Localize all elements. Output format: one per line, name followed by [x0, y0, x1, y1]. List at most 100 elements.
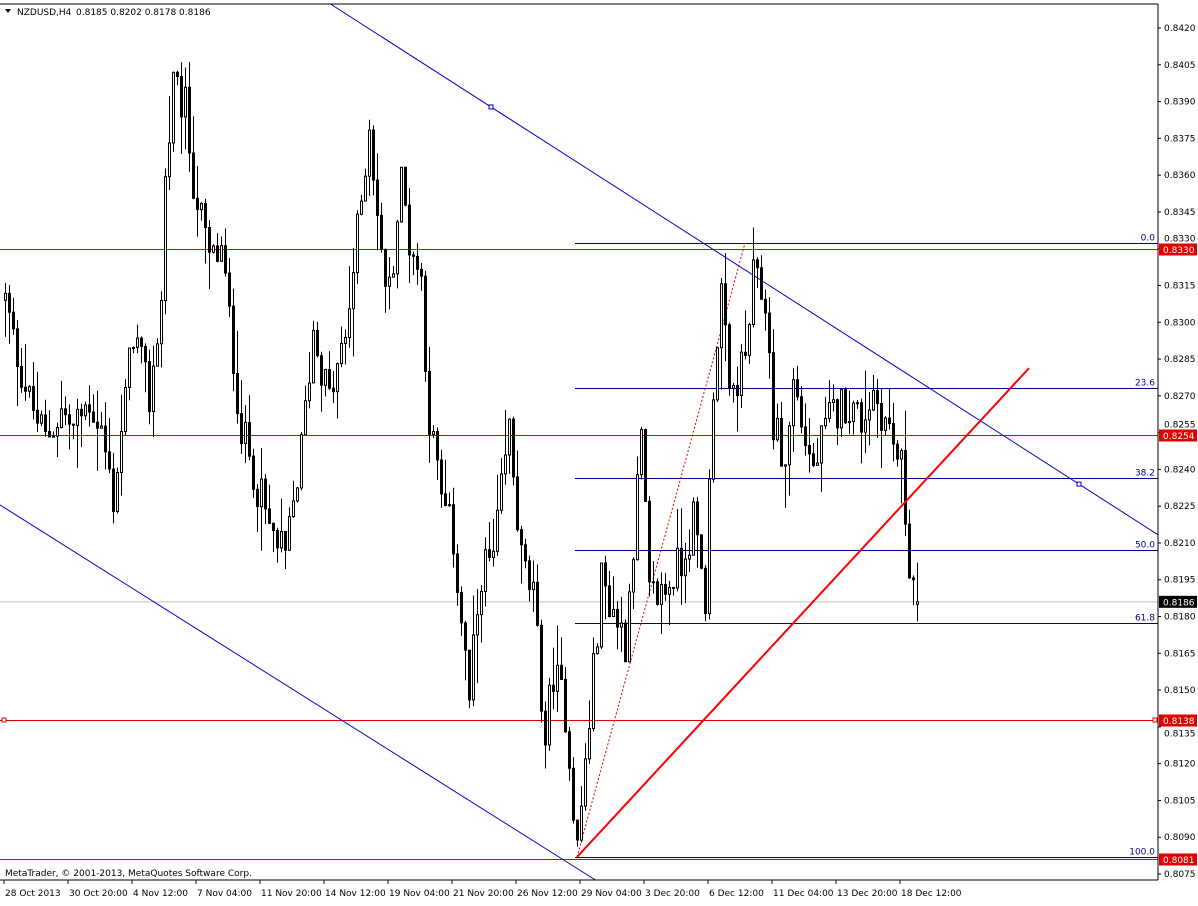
- line-anchor-handle[interactable]: [1, 717, 7, 723]
- bull-candle: [368, 129, 371, 177]
- bear-candle: [104, 425, 107, 453]
- bear-candle: [524, 544, 527, 562]
- bear-candle: [904, 450, 907, 525]
- bear-candle: [736, 384, 739, 397]
- bear-candle: [908, 523, 911, 579]
- y-tick-label: 0.8345: [1164, 208, 1196, 218]
- bull-candle: [660, 584, 663, 605]
- bull-candle: [820, 425, 823, 464]
- bull-candle: [480, 590, 483, 616]
- fib-level-label: 100.0: [1129, 848, 1155, 858]
- bear-candle: [188, 86, 191, 154]
- bear-candle: [516, 476, 519, 531]
- bear-candle: [204, 202, 207, 229]
- channel-anchor-handle[interactable]: [488, 104, 494, 110]
- x-tick-label: 18 Dec 12:00: [901, 889, 962, 899]
- chart-objects: 0.0 23.6 38.2 50.0 61.8 100.0: [0, 3, 1159, 881]
- bear-candle: [44, 414, 47, 433]
- bear-candle: [192, 152, 195, 199]
- candles: [4, 61, 919, 847]
- bear-candle: [380, 214, 383, 250]
- y-tick-label: 0.8180: [1164, 613, 1196, 623]
- price-axis[interactable]: 0.8420 0.8405 0.8390 0.8375 0.8360 0.8345 0.83…: [1158, 24, 1196, 880]
- bear-candle: [540, 624, 543, 712]
- bear-candle: [664, 584, 667, 595]
- bear-candle: [812, 453, 815, 466]
- bull-candle: [52, 435, 55, 438]
- bull-candle: [432, 431, 435, 435]
- bull-candle: [740, 351, 743, 397]
- bull-candle: [164, 176, 167, 301]
- trend-objects[interactable]: [576, 367, 1030, 858]
- fib-level-label: 38.2: [1135, 469, 1155, 479]
- bull-candle: [300, 434, 303, 489]
- bull-candle: [352, 272, 355, 310]
- bear-candle: [444, 493, 447, 506]
- bear-candle: [440, 459, 443, 495]
- bear-candle: [564, 678, 567, 733]
- bear-candle: [376, 179, 379, 216]
- bear-candle: [888, 417, 891, 425]
- bull-candle: [120, 431, 123, 474]
- bull-candle: [784, 464, 787, 467]
- bear-candle: [228, 272, 231, 307]
- bear-candle: [20, 366, 23, 388]
- price-label: 0.8254: [1163, 432, 1195, 442]
- line-anchor-handle[interactable]: [1152, 717, 1158, 723]
- bear-candle: [8, 292, 11, 313]
- bear-candle: [764, 298, 767, 314]
- bull-candle: [448, 504, 451, 507]
- channel-upper-line[interactable]: [330, 3, 1159, 536]
- bull-candle: [748, 323, 751, 356]
- bear-candle: [560, 664, 563, 680]
- y-tick-label: 0.8360: [1164, 171, 1196, 181]
- bear-candle: [544, 710, 547, 746]
- bear-candle: [616, 608, 619, 628]
- bull-candle: [872, 389, 875, 411]
- bear-candle: [180, 76, 183, 118]
- bull-candle: [312, 329, 315, 384]
- x-tick-label: 26 Nov 12:00: [517, 889, 578, 899]
- x-tick-label: 28 Oct 2013: [5, 889, 61, 899]
- bull-candle: [688, 554, 691, 560]
- bear-candle: [512, 418, 515, 478]
- channel-lower-line[interactable]: [0, 504, 596, 881]
- bull-candle: [76, 408, 79, 426]
- price-labels: 0.8330 0.8254 0.8138 0.8081 0.8186: [1159, 243, 1197, 866]
- bear-candle: [320, 355, 323, 386]
- bear-candle: [880, 402, 883, 431]
- bull-candle: [168, 142, 171, 178]
- bear-candle: [844, 389, 847, 424]
- bull-candle: [160, 299, 163, 345]
- bear-candle: [240, 413, 243, 445]
- bear-candle: [112, 468, 115, 512]
- time-axis[interactable]: 28 Oct 2013 30 Oct 20:00 4 Nov 12:00 7 Nov …: [3, 880, 962, 899]
- bull-candle: [304, 400, 307, 436]
- bear-candle: [552, 684, 555, 692]
- bull-candle: [716, 347, 719, 401]
- bear-candle: [452, 504, 455, 555]
- x-tick-label: 6 Dec 12:00: [709, 889, 764, 899]
- bear-candle: [876, 389, 879, 404]
- bull-candle: [344, 337, 347, 344]
- triangle-down-icon[interactable]: [5, 9, 11, 13]
- fib-level-label: 61.8: [1135, 614, 1155, 624]
- symbol-title: NZDUSD,H4: [17, 8, 72, 18]
- bull-candle: [392, 273, 395, 278]
- x-tick-label: 7 Nov 04:00: [197, 889, 252, 899]
- bear-candle: [468, 649, 471, 701]
- y-tick-label: 0.8150: [1164, 686, 1196, 696]
- bull-candle: [636, 474, 639, 561]
- bear-candle: [836, 399, 839, 429]
- channel-anchor-handle[interactable]: [1076, 481, 1082, 487]
- support-trendline[interactable]: [576, 367, 1030, 858]
- bull-candle: [900, 450, 903, 460]
- bull-candle: [336, 363, 339, 393]
- y-tick-label: 0.8225: [1164, 502, 1196, 512]
- x-tick-label: 30 Oct 20:00: [69, 889, 128, 899]
- bull-candle: [708, 478, 711, 615]
- bull-candle: [56, 427, 59, 437]
- bull-candle: [504, 454, 507, 475]
